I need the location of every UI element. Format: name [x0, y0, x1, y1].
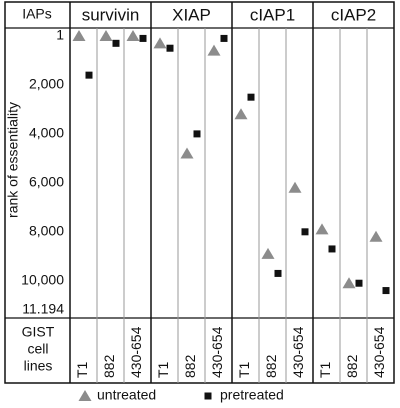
y-tick-label: 1 [56, 27, 64, 43]
cell-line-label: T1 [155, 361, 171, 378]
cell-line-label: 882 [182, 354, 198, 378]
panel-label: XIAP [172, 5, 211, 24]
marker-triangle [261, 247, 275, 259]
cell-line-label: 882 [344, 354, 360, 378]
marker-square [247, 93, 255, 101]
cell-line-label: T1 [317, 361, 333, 378]
y-tick-label: 11.194 [22, 301, 64, 317]
marker-triangle [180, 147, 194, 159]
marker-square [166, 44, 174, 52]
y-tick-label: 10,000 [21, 271, 64, 287]
marker-triangle [234, 108, 248, 120]
marker-triangle [369, 230, 383, 242]
marker-square [355, 279, 363, 287]
panel-label: cIAP1 [250, 5, 295, 24]
cell-line-label: 430-654 [128, 326, 144, 378]
marker-square [193, 130, 201, 138]
x-label-line: lines [24, 358, 53, 374]
y-tick-label: 4,000 [29, 125, 64, 141]
x-label-line: GIST [22, 324, 55, 340]
marker-triangle [99, 30, 113, 41]
legend-marker [204, 392, 212, 400]
marker-square [382, 287, 390, 295]
marker-square [85, 71, 93, 79]
cell-line-label: T1 [74, 361, 90, 378]
cell-line-label: T1 [236, 361, 252, 378]
y-tick-label: 8,000 [29, 223, 64, 239]
marker-triangle [315, 223, 329, 235]
marker-square [274, 269, 282, 277]
panel-label: cIAP2 [331, 5, 376, 24]
marker-triangle [72, 30, 86, 41]
marker-square [139, 34, 147, 42]
frame [4, 1, 395, 384]
marker-square [112, 39, 120, 47]
cell-line-label: 882 [101, 354, 117, 378]
marker-triangle [153, 37, 167, 49]
legend-label: untreated [97, 387, 156, 403]
cell-line-label: 430-654 [371, 326, 387, 378]
marker-triangle [288, 181, 302, 193]
cell-line-label: 882 [263, 354, 279, 378]
marker-triangle [342, 277, 356, 289]
cell-line-label: 430-654 [290, 326, 306, 378]
marker-square [301, 228, 309, 236]
cell-line-label: 430-654 [209, 326, 225, 378]
y-tick-label: 2,000 [29, 76, 64, 92]
marker-triangle [207, 44, 221, 56]
legend-marker [78, 390, 92, 401]
marker-square [328, 245, 336, 253]
legend-label: pretreated [220, 387, 284, 403]
y-tick-label: 6,000 [29, 174, 64, 190]
y-axis-label: rank of essentiality [5, 102, 21, 218]
marker-square [220, 34, 228, 42]
header-label: IAPs [22, 6, 52, 22]
x-label-line: cell [27, 341, 48, 357]
marker-triangle [126, 30, 140, 41]
panel-label: survivin [82, 5, 140, 24]
